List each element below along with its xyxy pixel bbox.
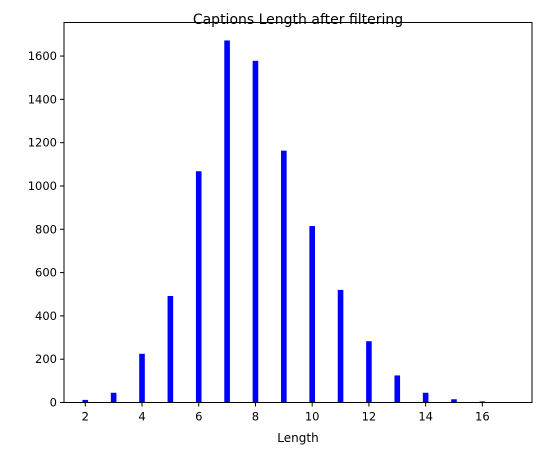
y-axis-ticks: 0 200 400 600 800 1000 1200 1400 1600 — [28, 49, 64, 410]
bar-length-5 — [167, 295, 174, 403]
bar-length-9 — [281, 150, 287, 403]
bar-length-11 — [337, 289, 344, 403]
x-tick-label: 10 — [305, 410, 320, 424]
bar-length-15 — [451, 399, 457, 403]
x-tick-label: 16 — [475, 410, 490, 424]
y-tick-label: 1000 — [28, 179, 57, 193]
plot-frame — [63, 22, 533, 403]
x-tick-label: 14 — [418, 410, 433, 424]
bar-length-10 — [309, 226, 315, 403]
y-tick-label: 1400 — [28, 92, 57, 106]
y-tick-label: 800 — [35, 222, 57, 236]
x-axis-label: Length — [277, 431, 318, 445]
x-tick-label: 2 — [82, 410, 89, 424]
bar-length-7 — [224, 40, 230, 403]
x-tick-label: 6 — [195, 410, 202, 424]
bar-length-14 — [422, 392, 429, 403]
y-tick-label: 200 — [35, 352, 57, 366]
y-tick-label: 1600 — [28, 49, 57, 63]
bar-length-12 — [366, 341, 372, 403]
y-tick-label: 0 — [50, 396, 57, 410]
bars — [82, 40, 514, 403]
x-tick-label: 8 — [252, 410, 259, 424]
bar-length-3 — [110, 392, 117, 403]
bar-length-6 — [195, 171, 202, 403]
x-tick-label: 12 — [362, 410, 377, 424]
chart-title: Captions Length after filtering — [193, 12, 403, 28]
x-tick-label: 4 — [138, 410, 145, 424]
bar-length-16 — [479, 401, 486, 403]
bar-length-2 — [82, 399, 89, 403]
bar-length-13 — [394, 375, 401, 403]
y-tick-label: 600 — [35, 266, 57, 280]
bar-length-4 — [139, 353, 145, 403]
y-tick-label: 400 — [35, 309, 57, 323]
bar-length-8 — [252, 60, 259, 403]
y-tick-label: 1200 — [28, 136, 57, 150]
x-axis-ticks: 2 4 6 8 10 12 14 16 — [82, 402, 490, 424]
